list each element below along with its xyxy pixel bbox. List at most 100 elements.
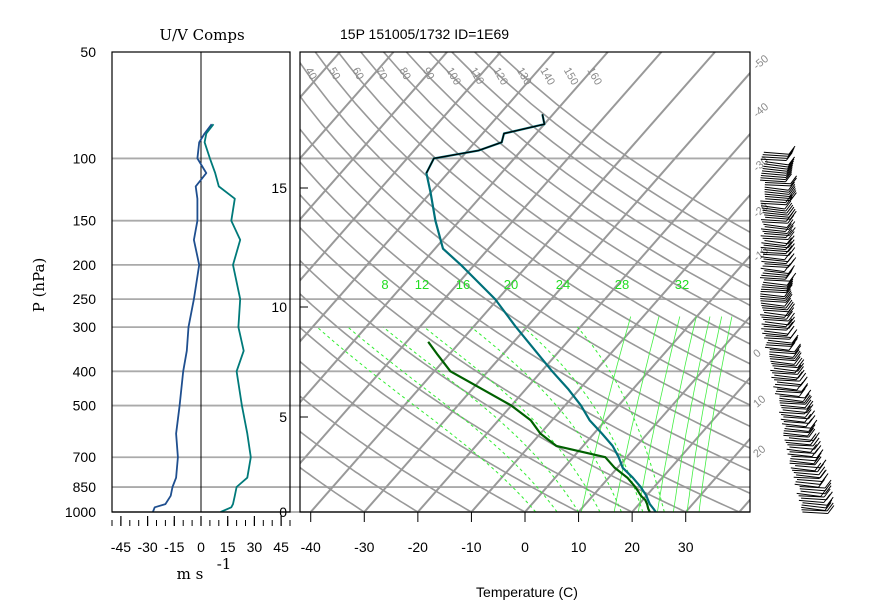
wind-barb-flag <box>810 419 818 429</box>
wind-barb <box>783 416 809 420</box>
wind-barb <box>798 499 824 503</box>
dry-adiabat-line <box>428 52 750 288</box>
wind-barb <box>760 293 785 298</box>
wind-barb-flag <box>788 145 796 155</box>
isotherm-line <box>577 315 750 512</box>
theta-label: 50 <box>326 66 343 83</box>
wind-barb <box>774 383 801 387</box>
isotherm-label: 20 <box>751 443 768 460</box>
wind-barb <box>760 235 787 238</box>
wind-barb <box>761 316 787 320</box>
wind-barb <box>785 425 811 429</box>
dry-adiabat-line <box>300 326 581 512</box>
wind-barb-flag <box>814 462 822 472</box>
wind-barb-flag <box>784 200 792 210</box>
wind-barb-flag <box>787 231 795 240</box>
wind-barb-flag <box>788 312 795 322</box>
wind-barb <box>762 272 788 276</box>
wind-barb-flag <box>785 171 793 180</box>
wind-barb <box>783 421 810 424</box>
wind-barb-flag <box>789 210 797 220</box>
wind-barb <box>795 481 821 485</box>
wind-barb <box>771 363 797 367</box>
moist-adiabat-line <box>347 326 558 512</box>
wind-barb <box>789 460 814 465</box>
wind-barb-flag <box>807 427 814 437</box>
mixing-ratio-label: 32 <box>675 277 689 292</box>
wind-barb <box>760 314 785 318</box>
wind-barb <box>763 244 789 249</box>
isotherm-line <box>0 52 179 512</box>
wind-barb-flag <box>790 175 797 185</box>
wind-barb-flag <box>824 482 832 492</box>
wind-barb <box>763 212 788 216</box>
wind-barb-flag <box>788 156 795 166</box>
wind-barb-flag <box>788 181 795 191</box>
mixing-ratio-label: 24 <box>556 277 570 292</box>
wind-barb <box>796 474 821 479</box>
temperature-tick-label: -30 <box>354 539 374 555</box>
wind-barb-flag <box>788 265 795 274</box>
wind-barb <box>787 444 814 447</box>
wind-barb <box>760 298 786 301</box>
wind-barb <box>784 428 809 432</box>
wind-barb-flag <box>785 202 793 212</box>
wind-barb-flag <box>791 336 799 346</box>
moist-adiabat-line <box>523 326 644 512</box>
mixing-ratio-line <box>613 316 660 512</box>
dry-adiabat-line <box>300 226 742 512</box>
isotherm-label: -50 <box>751 53 771 72</box>
mixing-ratio-line <box>673 316 711 512</box>
skewt-panel-title: 15P 151005/1732 ID=1E69 <box>340 26 509 42</box>
isotherm-line <box>300 52 555 343</box>
wind-barb-flag <box>808 415 816 424</box>
wind-barb <box>792 469 818 473</box>
wind-barb-flag <box>792 349 800 358</box>
wind-barb-flag <box>788 320 796 329</box>
wind-barb-flag <box>784 288 791 298</box>
wind-barb <box>764 214 790 218</box>
pressure-axis-label: P (hPa) <box>30 258 48 313</box>
theta-label: 120 <box>490 66 510 88</box>
wind-barb-flag <box>797 369 805 379</box>
wind-barb <box>781 423 806 428</box>
wind-barb-flag <box>787 325 795 335</box>
wind-barb-flag <box>785 318 793 328</box>
mixing-ratio-line <box>580 316 632 512</box>
height-tick-label: 15 <box>271 180 287 196</box>
wind-barb <box>764 337 790 340</box>
wind-barb-flag <box>785 245 793 254</box>
theta-label: 60 <box>349 66 366 83</box>
wind-barb <box>789 462 816 466</box>
wind-barb <box>762 265 789 268</box>
wind-barb-flag <box>799 372 807 382</box>
isotherm-line <box>470 193 750 512</box>
wind-barb-flag <box>824 479 832 489</box>
wind-barb <box>773 386 797 391</box>
mixing-ratio-line <box>657 316 697 512</box>
isotherm-line <box>300 52 448 221</box>
wind-barb-flag <box>791 334 799 344</box>
wind-barb-flag <box>813 455 821 465</box>
uv-x-tick-label: -45 <box>111 539 131 555</box>
wind-barb <box>763 325 789 329</box>
mixing-ratio-line <box>637 316 681 512</box>
moist-adiabat-line <box>423 326 601 512</box>
moist-adiabat-line <box>470 326 622 512</box>
temperature-tick-label: -20 <box>408 539 428 555</box>
wind-barb-flag <box>785 293 793 303</box>
wind-barb <box>760 251 787 255</box>
wind-barb-flag <box>804 409 812 418</box>
temperature-tick-label: 20 <box>624 539 640 555</box>
wind-barb <box>761 242 786 247</box>
wind-barb-flag <box>787 253 795 262</box>
wind-barb <box>760 158 787 161</box>
temperature-tick-label: 0 <box>521 539 529 555</box>
wind-barb-flag <box>788 303 795 313</box>
wind-barb <box>761 172 787 176</box>
isotherm-line <box>300 52 502 282</box>
mixing-ratio-label: 12 <box>415 277 429 292</box>
wind-barb-flag <box>816 449 824 458</box>
wind-barb <box>764 330 789 335</box>
wind-barb-flag <box>814 445 822 454</box>
